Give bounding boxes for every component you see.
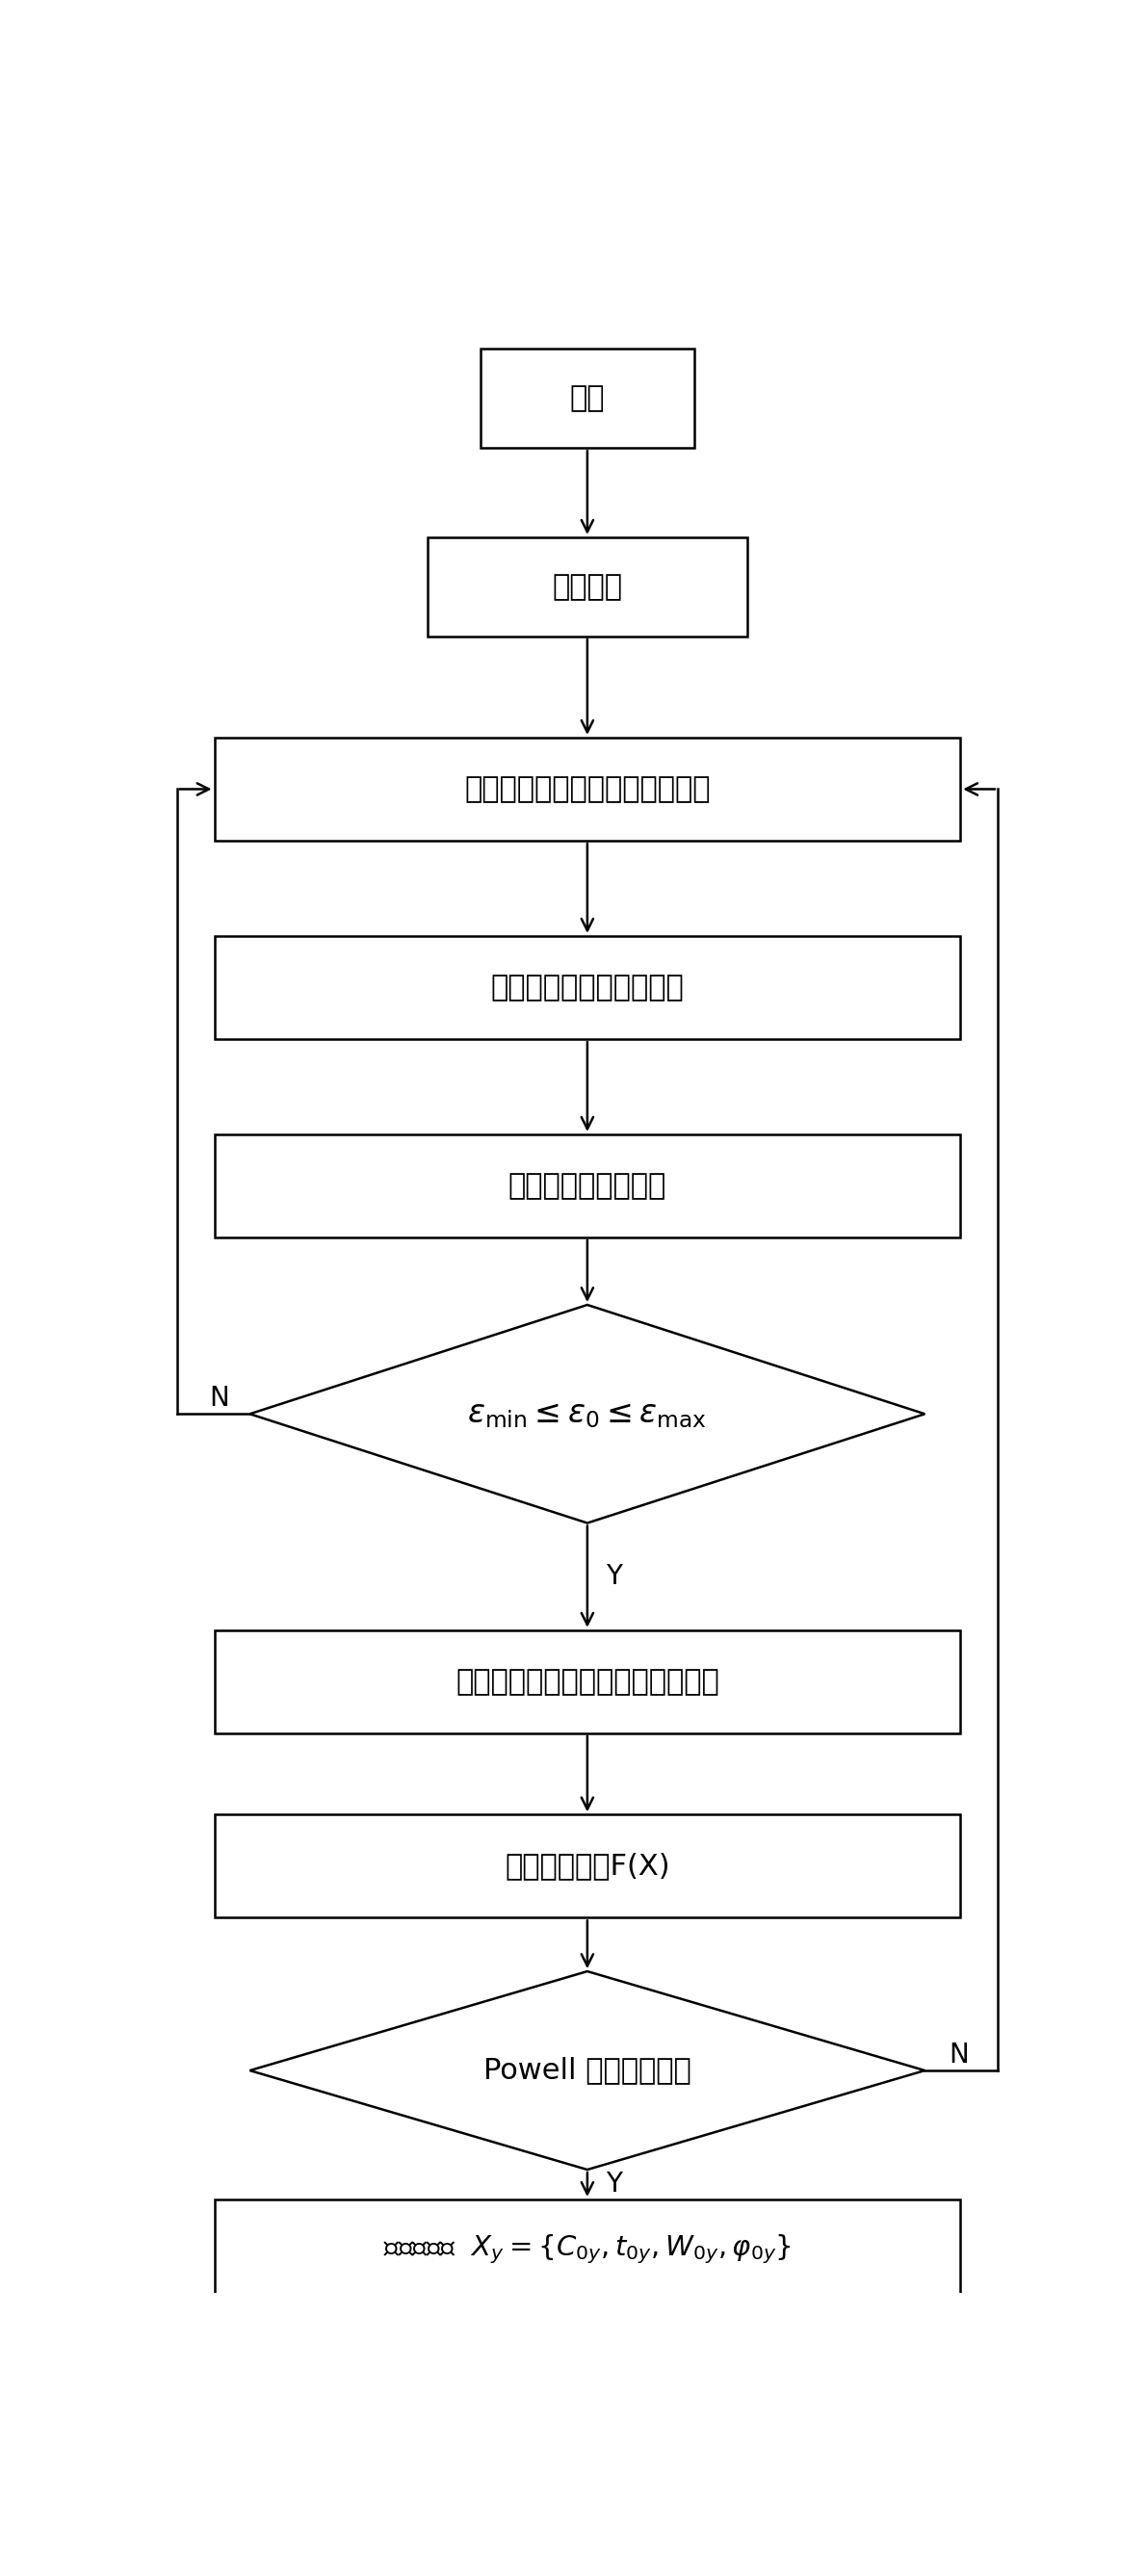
Text: 工艺润滑关键参数初始化: 工艺润滑关键参数初始化 — [490, 974, 684, 1002]
Text: 预设定和收集工艺润滑关键参数: 预设定和收集工艺润滑关键参数 — [464, 775, 711, 804]
Bar — [214, 2200, 960, 2298]
Bar — [427, 538, 747, 636]
Polygon shape — [250, 1971, 925, 2169]
Text: Y: Y — [606, 2172, 622, 2197]
Text: N: N — [209, 1383, 229, 1412]
Text: Y: Y — [606, 1564, 622, 1589]
Bar — [214, 1133, 960, 1236]
Text: $\varepsilon_{\min} \leq \varepsilon_0 \leq \varepsilon_{\max}$: $\varepsilon_{\min} \leq \varepsilon_0 \… — [468, 1399, 707, 1430]
Text: Powell 条件是否成立: Powell 条件是否成立 — [484, 2056, 691, 2084]
Polygon shape — [250, 1306, 925, 1522]
Bar — [214, 737, 960, 840]
Bar — [214, 1631, 960, 1734]
Bar — [214, 1814, 960, 1917]
Text: N: N — [949, 2040, 968, 2069]
Text: 定义参数: 定义参数 — [552, 572, 622, 600]
Bar — [481, 348, 694, 448]
Text: 计算目标函数F(X): 计算目标函数F(X) — [504, 1852, 670, 1880]
Text: 计算带钐产品延伸率: 计算带钐产品延伸率 — [508, 1172, 667, 1200]
Bar — [214, 935, 960, 1038]
Text: 开始: 开始 — [570, 384, 605, 412]
Text: 输出优化値  $X_y = \{C_{0y}, t_{0y}, W_{0y}, \varphi_{0y}\}$: 输出优化値 $X_y = \{C_{0y}, t_{0y}, W_{0y}, \… — [383, 2233, 792, 2267]
Text: 计算工艺润滑参数设定下的粗糙度: 计算工艺润滑参数设定下的粗糙度 — [455, 1667, 720, 1695]
